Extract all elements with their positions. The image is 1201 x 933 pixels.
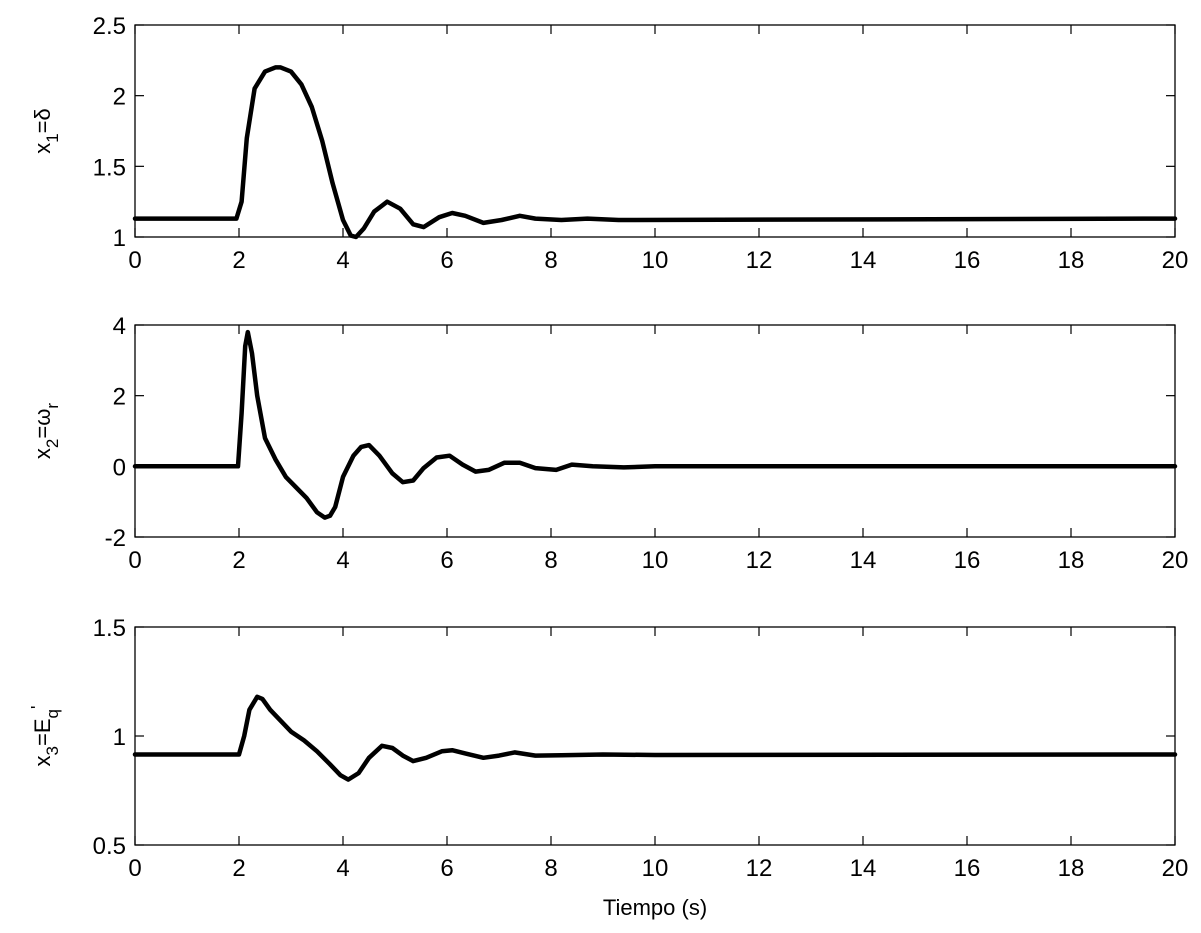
y-axis-label-part: =δ	[30, 108, 55, 133]
x-tick-label: 20	[1162, 247, 1189, 274]
x-tick-label: 8	[544, 547, 557, 574]
y-tick-label: 0	[113, 454, 126, 481]
x-tick-label: 0	[128, 247, 141, 274]
y-axis-label-part: 1	[43, 133, 62, 142]
y-tick-label: 0.5	[93, 833, 126, 860]
y-tick-label: 2	[113, 384, 126, 411]
x-tick-label: 8	[544, 855, 557, 882]
y-tick-label: -2	[105, 525, 126, 552]
y-axis-label-part: x	[30, 755, 55, 766]
axes-box	[134, 24, 1176, 238]
x-tick-label: 12	[746, 855, 773, 882]
series-line-3	[132, 694, 1178, 782]
axes-box	[134, 626, 1176, 846]
axes-box	[134, 324, 1176, 538]
x-tick-label: 8	[544, 247, 557, 274]
y-tick-label: 2	[113, 84, 126, 111]
y-axis-label-part: q	[43, 709, 62, 718]
x-tick-label: 20	[1162, 547, 1189, 574]
x-tick-label: 4	[336, 247, 349, 274]
x-tick-label: 6	[440, 247, 453, 274]
y-axis-label-part: x	[30, 143, 55, 154]
y-tick-label: 1	[113, 225, 126, 252]
x-tick-label: 16	[954, 855, 981, 882]
x-tick-label: 16	[954, 547, 981, 574]
x-tick-label: 14	[850, 855, 877, 882]
y-axis-label: x3=Eq'	[28, 706, 62, 767]
x-tick-label: 10	[642, 547, 669, 574]
y-axis-label-part: =ω	[30, 409, 55, 439]
series-line-2	[132, 329, 1178, 520]
series-line-1	[132, 65, 1178, 240]
x-tick-label: 2	[232, 547, 245, 574]
x-tick-label: 6	[440, 547, 453, 574]
y-axis-label-part: r	[43, 403, 62, 409]
y-axis-label-part: '	[28, 706, 48, 709]
x-axis-label: Tiempo (s)	[603, 895, 707, 920]
y-axis-label-part: 3	[43, 746, 62, 755]
y-axis-label-part: 2	[43, 439, 62, 448]
y-tick-label: 1	[113, 724, 126, 751]
x-tick-label: 10	[642, 855, 669, 882]
y-tick-label: 2.5	[93, 13, 126, 40]
x-tick-label: 0	[128, 855, 141, 882]
x-tick-label: 10	[642, 247, 669, 274]
y-axis-label-part: x	[30, 448, 55, 459]
x-tick-label: 16	[954, 247, 981, 274]
y-axis-label-part: =E	[30, 718, 55, 746]
y-axis-label: x1=δ	[30, 108, 62, 154]
y-axis-label: x2=ωr	[30, 403, 62, 460]
subplot-3: 0 2 4 6 8 10 12 14 16 18 20 0.5 1 1.5 x3=Eq' Tiempo (s)	[28, 615, 1188, 920]
x-tick-label: 2	[232, 247, 245, 274]
x-tick-label: 20	[1162, 855, 1189, 882]
x-tick-label: 0	[128, 547, 141, 574]
x-tick-label: 12	[746, 247, 773, 274]
x-tick-label: 18	[1058, 547, 1085, 574]
x-tick-label: 12	[746, 547, 773, 574]
x-tick-label: 4	[336, 855, 349, 882]
x-tick-label: 14	[850, 547, 877, 574]
y-tick-label: 1.5	[93, 154, 126, 181]
y-tick-label: 1.5	[93, 615, 126, 642]
x-tick-label: 18	[1058, 855, 1085, 882]
x-tick-label: 2	[232, 855, 245, 882]
x-tick-label: 14	[850, 247, 877, 274]
x-tick-label: 6	[440, 855, 453, 882]
x-tick-label: 4	[336, 547, 349, 574]
y-tick-label: 4	[113, 313, 126, 340]
x-tick-label: 18	[1058, 247, 1085, 274]
